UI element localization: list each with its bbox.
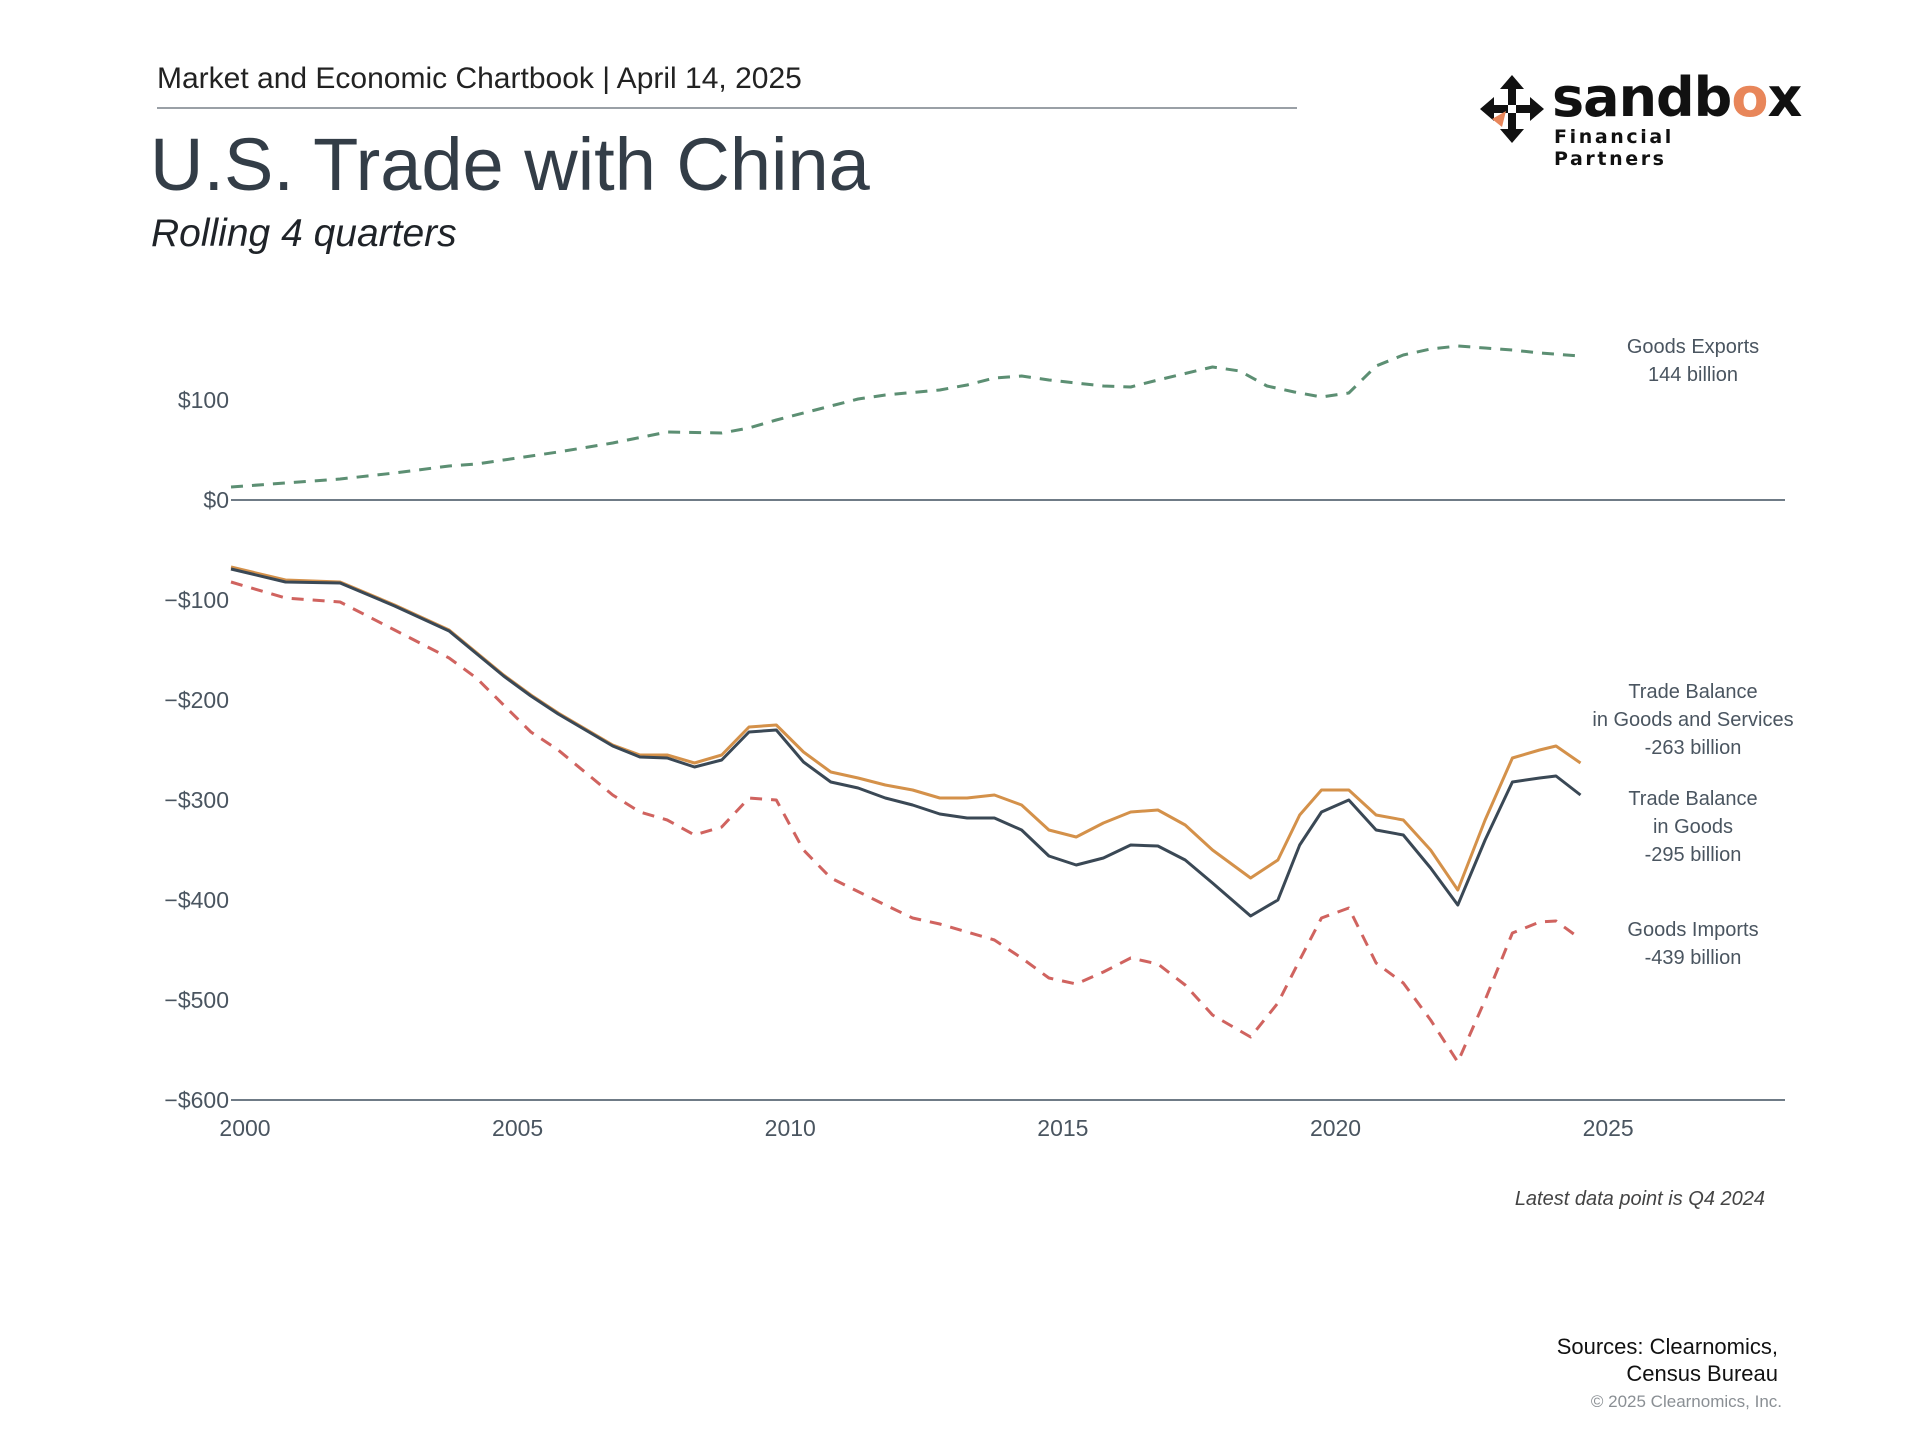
header-divider bbox=[157, 107, 1297, 109]
x-tick-label: 2020 bbox=[1310, 1115, 1361, 1141]
x-tick-label: 2005 bbox=[492, 1115, 543, 1141]
chart-axes: $100 $0 −$100 −$200 −$300 −$400 −$500 −$6002000… bbox=[164, 387, 1785, 1141]
source-line: Sources: Clearnomics, bbox=[1556, 1334, 1778, 1359]
y-tick-label: −$200 bbox=[164, 687, 229, 713]
compass-arrows-icon bbox=[1480, 75, 1544, 143]
y-tick-label: $0 bbox=[203, 487, 229, 513]
chart-title: U.S. Trade with China bbox=[150, 123, 870, 206]
latest-data-note: Latest data point is Q4 2024 bbox=[1514, 1188, 1765, 1210]
series-line-imports bbox=[230, 580, 1582, 1064]
series-label-balance_goods_services: Trade Balance in Goods and Services -263 b… bbox=[1592, 681, 1793, 759]
series-label-exports: Goods Exports 144 billion bbox=[1627, 336, 1759, 386]
chartbook-header: Market and Economic Chartbook | April 14… bbox=[157, 62, 802, 95]
logo-tagline: Financial Partners bbox=[1554, 126, 1674, 170]
chart-lines bbox=[230, 344, 1582, 1064]
logo-wordmark: sandbox bbox=[1552, 66, 1802, 129]
y-tick-label: −$400 bbox=[164, 887, 229, 913]
series-line-exports bbox=[230, 344, 1581, 489]
x-tick-label: 2010 bbox=[765, 1115, 816, 1141]
source-line: Census Bureau bbox=[1626, 1361, 1778, 1386]
chart-series-labels: Goods Exports 144 billion Goods Imports -43… bbox=[1592, 336, 1793, 969]
chart-subtitle: Rolling 4 quarters bbox=[151, 212, 457, 255]
series-line-balance_goods_services bbox=[230, 565, 1582, 892]
y-tick-label: −$600 bbox=[164, 1087, 229, 1113]
x-tick-label: 2025 bbox=[1583, 1115, 1634, 1141]
series-label-imports: Goods Imports -439 billion bbox=[1627, 919, 1758, 969]
x-tick-label: 2000 bbox=[219, 1115, 270, 1141]
y-tick-label: $100 bbox=[178, 387, 229, 413]
copyright: © 2025 Clearnomics, Inc. bbox=[1590, 1392, 1782, 1411]
x-tick-label: 2015 bbox=[1037, 1115, 1088, 1141]
series-label-balance_goods: Trade Balance in Goods -295 billion bbox=[1628, 788, 1757, 866]
y-tick-label: −$500 bbox=[164, 987, 229, 1013]
series-line-balance_goods bbox=[230, 567, 1582, 918]
sandbox-logo: sandbox Financial Partners bbox=[1480, 66, 1802, 170]
y-tick-label: −$300 bbox=[164, 787, 229, 813]
y-tick-label: −$100 bbox=[164, 587, 229, 613]
sources-text: Sources: Clearnomics, Census Bureau bbox=[1400, 1333, 1778, 1387]
